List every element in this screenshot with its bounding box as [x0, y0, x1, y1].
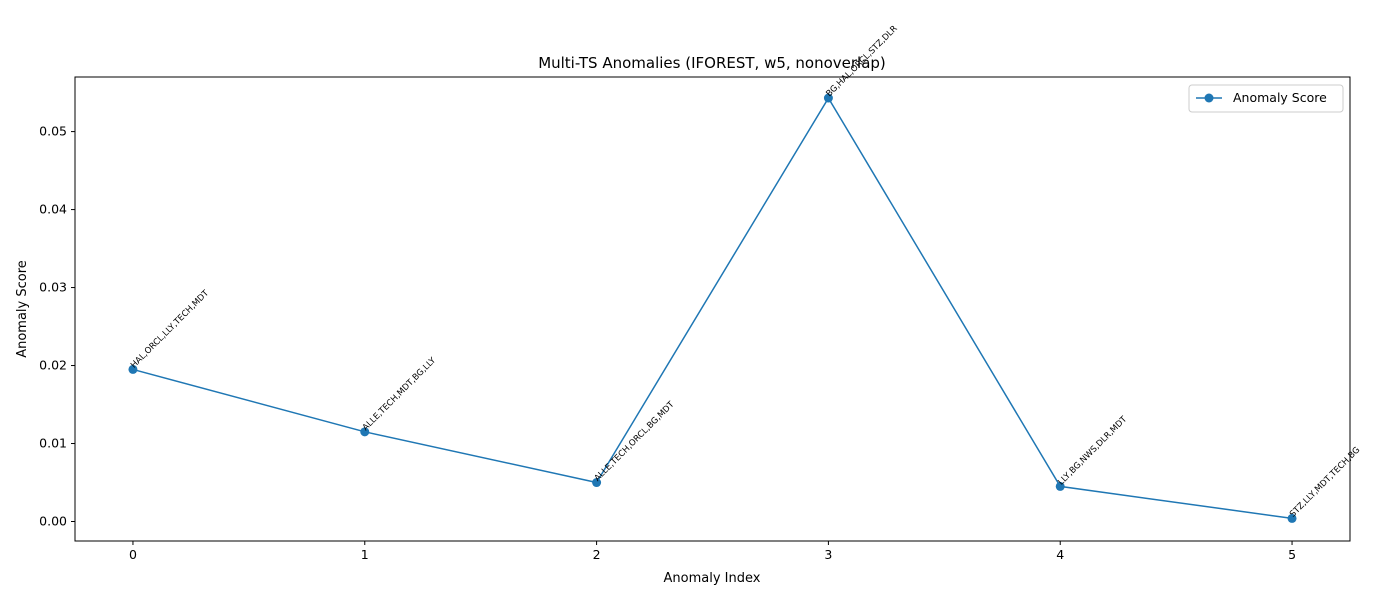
chart-title: Multi-TS Anomalies (IFOREST, w5, nonover… — [538, 54, 886, 72]
data-point — [1055, 481, 1065, 491]
plot-area-frame — [74, 76, 1351, 542]
x-tick-label: 1 — [361, 547, 369, 562]
y-axis-label: Anomaly Score — [15, 260, 30, 358]
data-point — [823, 93, 833, 103]
x-tick-label: 3 — [824, 547, 832, 562]
series-line — [132, 96, 1293, 520]
data-point — [592, 478, 602, 488]
y-tick-label: 0.01 — [39, 436, 67, 451]
y-tick-label: 0.02 — [39, 358, 67, 373]
legend-marker-swatch — [1204, 93, 1214, 103]
data-point — [360, 427, 370, 437]
y-tick-label: 0.00 — [39, 514, 67, 529]
x-tick-label: 0 — [129, 547, 137, 562]
point-annotation: LLY,BG,NWS,DLR,MDT — [1056, 414, 1129, 487]
point-annotation: HAL,ORCL,LLY,TECH,MDT — [129, 288, 212, 371]
y-axis: 0.00 0.01 0.02 0.03 0.04 0.05 — [39, 124, 75, 529]
y-tick-label: 0.05 — [39, 124, 67, 139]
y-tick-label: 0.04 — [39, 202, 67, 217]
legend-box — [1188, 84, 1344, 113]
x-tick-label: 2 — [593, 547, 601, 562]
legend: Anomaly Score — [1188, 84, 1344, 113]
x-axis: 0 1 2 3 4 5 — [129, 541, 1296, 562]
data-point — [1287, 513, 1297, 523]
x-tick-label: 4 — [1056, 547, 1064, 562]
series-layer — [128, 93, 1297, 523]
x-tick-label: 5 — [1288, 547, 1296, 562]
x-axis-label: Anomaly Index — [664, 571, 761, 586]
y-tick-label: 0.03 — [39, 280, 67, 295]
point-annotation: ALLE,TECH,ORCL,BG,MDT — [593, 399, 677, 483]
annotation-layer: HAL,ORCL,LLY,TECH,MDT ALLE,TECH,MDT,BG,LL… — [129, 24, 1362, 520]
data-point — [128, 364, 138, 374]
point-annotation: ALLE,TECH,MDT,BG,LLY — [361, 355, 439, 433]
legend-label: Anomaly Score — [1233, 90, 1327, 105]
point-annotation: STZ,LLY,MDT,TECH,BG — [1288, 445, 1362, 519]
